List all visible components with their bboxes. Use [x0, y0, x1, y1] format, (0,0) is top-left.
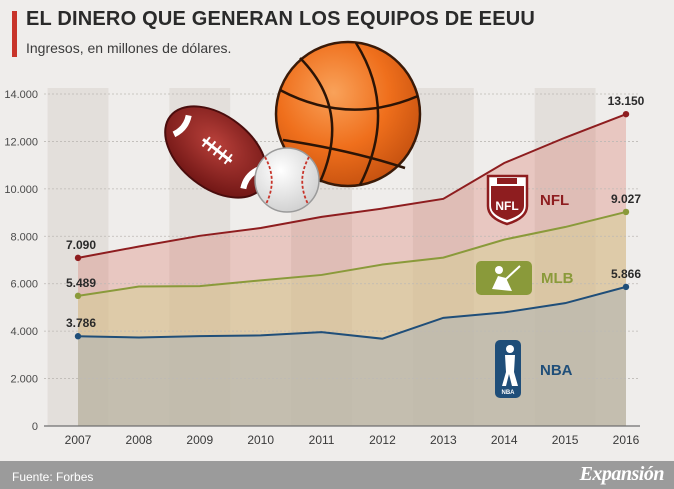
point-nfl — [622, 110, 630, 118]
area-nba — [78, 286, 626, 426]
x-tick-label: 2010 — [247, 433, 274, 447]
chart-subtitle: Ingresos, en millones de dólares. — [26, 40, 232, 56]
revenue-chart: 02.0004.0006.0008.00010.00012.00014.000 … — [4, 40, 645, 447]
point-nba — [622, 283, 630, 291]
nfl-legend-label: NFL — [540, 192, 569, 209]
series-lines — [77, 113, 627, 340]
x-tick-label: 2015 — [552, 433, 579, 447]
y-tick-label: 14.000 — [4, 89, 38, 101]
y-tick-label: 0 — [32, 421, 38, 433]
nfl-logo-icon: NFL — [486, 174, 529, 226]
x-axis-labels: 2007 2008 2009 2010 2011 2012 2013 2014 2015 2016 — [65, 433, 640, 447]
data-label-nba-first: 3.786 — [66, 316, 96, 330]
data-label-nfl-last: 13.150 — [608, 94, 645, 108]
title-accent-bar — [12, 11, 17, 57]
chart-title: EL DINERO QUE GENERAN LOS EQUIPOS DE EEU… — [26, 8, 536, 30]
baseball-icon — [254, 147, 320, 213]
brand-logo: Expansión — [579, 463, 665, 485]
svg-text:NBA: NBA — [502, 390, 516, 396]
mlb-legend-label: MLB — [541, 270, 574, 287]
y-tick-label: 8.000 — [10, 231, 38, 243]
point-mlb — [622, 208, 630, 216]
data-label-nfl-first: 7.090 — [66, 238, 96, 252]
x-tick-label: 2014 — [491, 433, 518, 447]
point-nba — [74, 333, 82, 340]
series-points — [74, 110, 630, 340]
point-nfl — [74, 254, 82, 262]
footer-bar: Fuente: Forbes Expansión — [0, 461, 674, 489]
line-nba — [77, 285, 627, 340]
y-tick-label: 4.000 — [10, 326, 38, 338]
data-label-mlb-first: 5.489 — [66, 276, 96, 290]
data-label-nba-last: 5.866 — [611, 267, 641, 281]
x-tick-label: 2008 — [126, 433, 153, 447]
y-tick-label: 10.000 — [4, 184, 38, 196]
point-mlb — [74, 292, 82, 300]
y-tick-label: 12.000 — [4, 136, 38, 148]
y-axis-labels: 0 2.000 4.000 6.000 8.000 10.000 12.000 14.000 — [4, 89, 38, 433]
y-tick-label: 6.000 — [10, 279, 38, 291]
data-labels: 7.090 13.150 5.489 9.027 3.786 5.866 — [66, 94, 645, 330]
data-label-mlb-last: 9.027 — [611, 192, 641, 206]
x-tick-label: 2007 — [65, 433, 92, 447]
source-note: Fuente: Forbes — [12, 470, 94, 484]
nba-legend-label: NBA — [540, 362, 573, 379]
x-tick-label: 2013 — [430, 433, 457, 447]
x-tick-label: 2009 — [186, 433, 213, 447]
line-mlb — [77, 210, 627, 297]
x-tick-label: 2012 — [369, 433, 396, 447]
mlb-logo-icon — [476, 261, 532, 295]
x-tick-label: 2011 — [309, 433, 335, 447]
svg-text:NFL: NFL — [495, 199, 518, 213]
basketball-icon — [274, 40, 422, 188]
y-tick-label: 2.000 — [10, 374, 38, 386]
x-tick-label: 2016 — [613, 433, 640, 447]
line-nfl — [77, 113, 627, 259]
nba-logo-icon: NBA — [495, 340, 521, 398]
